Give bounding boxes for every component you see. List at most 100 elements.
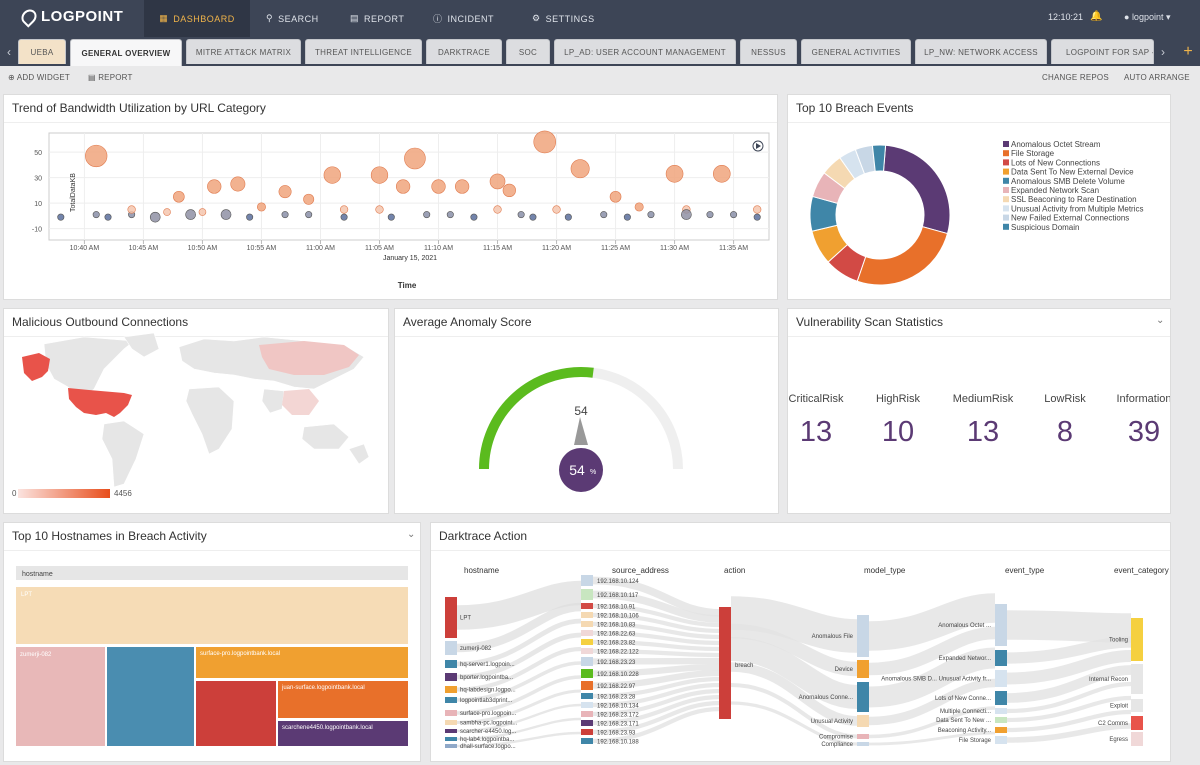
scatter-point[interactable] [493,205,502,214]
nav-dashboard[interactable]: ▦ DASHBOARD [144,0,250,37]
scatter-point[interactable] [423,211,431,219]
tab-soc[interactable]: SOC [506,39,550,64]
tab-darktrace[interactable]: DARKTRACE [426,39,502,64]
scatter-point[interactable] [712,165,731,183]
tab-logpoint-sap[interactable]: LOGPOINT FOR SAP - S [1051,39,1154,64]
treemap-cell[interactable] [278,681,408,718]
sankey-node-event[interactable] [995,717,1007,723]
sankey-node-model[interactable] [857,660,869,678]
scatter-point[interactable] [104,213,112,221]
sankey-node-model[interactable] [857,734,869,739]
nav-settings[interactable]: ⚙ SETTINGS [532,13,595,24]
scatter-point[interactable] [446,211,454,219]
tab-general-overview[interactable]: GENERAL OVERVIEW [70,39,182,66]
sankey-node-ip[interactable] [581,657,593,666]
sankey-node-category[interactable] [1131,699,1143,712]
sankey-node-ip[interactable] [581,589,593,600]
logpoint-logo[interactable]: LOGPOINT [18,5,123,28]
play-icon[interactable] [752,140,764,152]
sankey-node-hostname[interactable] [445,641,457,655]
tab-general-activities[interactable]: GENERAL ACTIVITIES [801,39,911,64]
treemap-cell[interactable] [196,647,408,678]
sankey-node-ip[interactable] [581,575,593,586]
scatter-point[interactable] [173,190,185,203]
sankey-node-ip[interactable] [581,738,593,744]
treemap-cell[interactable] [16,647,105,746]
scatter-point[interactable] [375,205,384,214]
sankey-node-event[interactable] [995,670,1007,687]
scatter-point[interactable] [370,166,389,184]
sankey-node-model[interactable] [857,742,869,746]
scatter-point[interactable] [163,208,171,216]
sankey-node-event[interactable] [995,691,1007,705]
scatter-point[interactable] [502,183,516,198]
scatter-point[interactable] [281,211,289,219]
scatter-point[interactable] [647,211,655,219]
scatter-point[interactable] [303,193,315,205]
sankey-node-hostname[interactable] [445,597,457,638]
bell-icon[interactable]: 🔔 [1090,11,1103,22]
sankey-node-ip[interactable] [581,648,593,654]
scatter-point[interactable] [305,211,313,219]
sankey-node-hostname[interactable] [445,660,457,668]
sankey-node-ip[interactable] [581,729,593,735]
nav-search[interactable]: ⚲ SEARCH [266,13,319,24]
sankey-node-event[interactable] [995,708,1007,714]
scatter-point[interactable] [256,202,266,212]
scatter-point[interactable] [246,213,254,221]
scatter-point[interactable] [634,202,644,212]
scatter-point[interactable] [533,130,557,154]
scatter-point[interactable] [753,205,762,214]
scatter-point[interactable] [564,213,572,221]
scatter-point[interactable] [92,211,100,219]
map-region-russia[interactable] [259,341,359,375]
sankey-node-hostname[interactable] [445,710,457,716]
scatter-point[interactable] [600,211,608,219]
sankey-node-model[interactable] [857,682,869,712]
sankey-node-ip[interactable] [581,702,593,708]
scatter-point[interactable] [220,209,232,220]
sankey-node-ip[interactable] [581,630,593,636]
scatter-point[interactable] [454,179,470,194]
scatter-point[interactable] [278,185,292,199]
donut-slice[interactable] [882,144,951,235]
chevron-down-icon[interactable]: ⌄ [407,529,416,540]
tab-nessus[interactable]: NESSUS [740,39,797,64]
tab-mitre[interactable]: MITRE ATT&CK MATRIX [186,39,301,64]
sankey-node-model[interactable] [857,615,869,657]
map-region-china[interactable] [282,389,319,415]
scatter-point[interactable] [489,173,506,190]
sankey-node-ip[interactable] [581,639,593,645]
sankey-node-ip[interactable] [581,612,593,618]
map-region-usa[interactable] [68,388,132,417]
scatter-point[interactable] [395,179,411,194]
sankey-node-category[interactable] [1131,716,1143,730]
scatter-point[interactable] [339,205,349,214]
treemap-cell[interactable] [278,721,408,746]
change-repos-button[interactable]: CHANGE REPOS [1042,73,1109,82]
scatter-point[interactable] [185,209,196,220]
sankey-node-ip[interactable] [581,669,593,678]
scatter-point[interactable] [730,211,738,219]
scatter-point[interactable] [623,213,631,221]
sankey-node-ip[interactable] [581,681,593,690]
add-tab-icon[interactable]: + [1183,42,1193,60]
scatter-point[interactable] [681,209,692,220]
tab-lp-nw[interactable]: LP_NW: NETWORK ACCESS [915,39,1047,64]
treemap-cell[interactable] [107,647,194,746]
tab-threat-intelligence[interactable]: THREAT INTELLIGENCE [305,39,422,64]
scatter-point[interactable] [753,213,761,221]
sankey-node-category[interactable] [1131,732,1143,746]
sankey-node-ip[interactable] [581,711,593,717]
donut-slice[interactable] [871,144,887,172]
nav-incident[interactable]: ⓘ INCIDENT [433,13,495,25]
sankey-node-hostname[interactable] [445,729,457,733]
scatter-point[interactable] [149,211,161,223]
sankey-node-hostname[interactable] [445,720,457,725]
sankey-node-event[interactable] [995,727,1007,733]
scatter-point[interactable] [57,213,65,221]
donut-slice[interactable] [856,226,949,286]
sankey-node-ip[interactable] [581,603,593,609]
tab-lp-ad[interactable]: LP_AD: USER ACCOUNT MANAGEMENT [554,39,736,64]
treemap-cell[interactable] [16,587,408,644]
